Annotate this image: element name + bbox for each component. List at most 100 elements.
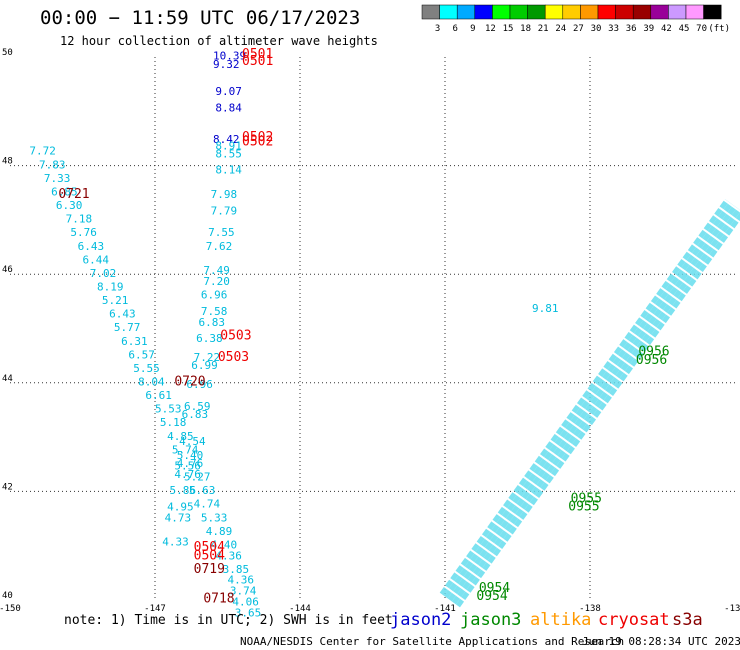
wave-height-label: 8.91 xyxy=(215,139,242,152)
colorbar-swatch xyxy=(474,4,493,20)
y-tick-label: 48 xyxy=(2,157,13,167)
wave-height-label: 5.27 xyxy=(184,471,211,484)
wave-height-label: 5.53 xyxy=(155,403,182,416)
colorbar-swatch xyxy=(509,4,528,20)
colorbar-swatch xyxy=(492,4,511,20)
time-label: 0501 xyxy=(242,54,273,69)
colorbar-swatch xyxy=(421,4,440,20)
time-label: 0504 xyxy=(194,548,225,563)
wave-height-label: 9.81 xyxy=(532,302,559,315)
wave-height-label: 4.95 xyxy=(167,500,194,513)
colorbar-swatch xyxy=(562,4,581,20)
colorbar-swatch xyxy=(632,4,652,20)
wave-height-label: 6.30 xyxy=(56,199,83,212)
chart-subtitle: 12 hour collection of altimeter wave hei… xyxy=(60,34,378,48)
wave-height-label: 7.79 xyxy=(211,204,238,217)
wave-height-label: 4.76 xyxy=(174,468,201,481)
wave-height-label: 5.21 xyxy=(102,294,129,307)
swath-track-line xyxy=(439,198,729,596)
wave-height-label: 4.73 xyxy=(165,511,192,524)
colorbar-tick: 3 xyxy=(435,24,440,34)
wave-height-label: 5.33 xyxy=(201,511,228,524)
wave-height-label: 6.43 xyxy=(109,308,136,321)
time-label: 0503 xyxy=(218,350,249,365)
wave-height-label: 6.44 xyxy=(83,253,110,266)
time-label: 0502 xyxy=(242,130,273,145)
footer-timestamp: Jun 19 08:28:34 UTC 2023 xyxy=(582,635,740,648)
wave-height-label: 7.22 xyxy=(194,351,221,364)
wave-height-label: 5.40 xyxy=(177,449,204,462)
time-label: 0718 xyxy=(203,592,234,607)
swath-track-line xyxy=(455,212,740,608)
colorbar-tick: 21 xyxy=(538,24,549,34)
wave-height-label: 10.39 xyxy=(213,50,246,63)
colorbar-swatch xyxy=(668,4,687,20)
x-tick-label: -150 xyxy=(0,604,21,614)
wave-height-label: 6.99 xyxy=(191,359,218,372)
wave-height-label: 4.85 xyxy=(167,430,194,443)
wave-height-label: 3.74 xyxy=(230,585,257,598)
time-label: 0956 xyxy=(636,353,667,368)
colorbar-tick: 70 xyxy=(696,24,707,34)
colorbar-tick: 18 xyxy=(520,24,531,34)
time-label: 0719 xyxy=(194,562,225,577)
satellite-legend-item: jason2 xyxy=(390,610,451,630)
wave-height-label: 8.55 xyxy=(215,147,242,160)
y-tick-label: 42 xyxy=(2,482,13,492)
time-label: 0954 xyxy=(476,589,507,604)
wave-height-label: 5.77 xyxy=(114,321,140,334)
wave-height-label: 6.85 xyxy=(51,185,77,198)
time-label: 0720 xyxy=(174,375,205,390)
colorbar-tick: 30 xyxy=(591,24,602,34)
time-label: 0955 xyxy=(568,499,599,514)
wave-height-label: 5.55 xyxy=(133,362,160,375)
wave-height-label: 3.65 xyxy=(235,606,262,619)
colorbar-tick: 45 xyxy=(679,24,690,34)
wave-height-label: 6.83 xyxy=(182,408,209,421)
time-label: 0504 xyxy=(194,540,225,555)
colorbar-tick: 6 xyxy=(452,24,457,34)
wave-height-label: 4.36 xyxy=(215,549,242,562)
wave-height-label: 3.85 xyxy=(223,563,250,576)
wave-height-label: 5.56 xyxy=(174,460,201,473)
time-label: 0956 xyxy=(638,345,669,360)
colorbar-tick: 9 xyxy=(470,24,475,34)
colorbar-swatch xyxy=(685,4,704,20)
wave-height-label: 8.14 xyxy=(215,164,242,177)
wave-height-label: 7.33 xyxy=(44,172,70,185)
colorbar-tick: 39 xyxy=(643,24,654,34)
wave-height-label: 6.61 xyxy=(145,389,172,402)
wave-height-label: 7.02 xyxy=(90,267,117,280)
wave-height-label: 7.83 xyxy=(39,158,66,171)
wave-height-label: 5.18 xyxy=(160,416,187,429)
time-label: 0503 xyxy=(220,328,251,343)
colorbar-swatch xyxy=(703,4,722,20)
wave-height-label: 4.40 xyxy=(211,538,238,551)
wave-height-label: 4.74 xyxy=(194,498,221,511)
time-label: 0954 xyxy=(479,581,510,596)
wave-height-label: 7.58 xyxy=(201,305,228,318)
wave-height-label: 6.96 xyxy=(201,289,228,302)
wave-height-label: 6.59 xyxy=(184,400,211,413)
colorbar-tick: 15 xyxy=(503,24,514,34)
y-tick-label: 44 xyxy=(2,374,13,384)
wave-height-label: 6.38 xyxy=(196,332,223,345)
wave-height-label: 9.32 xyxy=(213,58,240,71)
colorbar-swatch xyxy=(615,4,634,20)
wave-height-label: 7.98 xyxy=(211,188,238,201)
colorbar-swatch xyxy=(650,4,669,20)
wave-height-label: 7.49 xyxy=(203,264,230,277)
time-label: 0501 xyxy=(242,47,273,62)
wave-height-label: 8.19 xyxy=(97,280,124,293)
wave-height-label: 4.54 xyxy=(179,435,206,448)
wave-height-label: 7.18 xyxy=(66,213,93,226)
footer-credit: NOAA/NESDIS Center for Satellite Applica… xyxy=(240,635,624,648)
chart-title: 00:00 − 11:59 UTC 06/17/2023 xyxy=(40,7,360,29)
wave-height-label: 4.36 xyxy=(228,574,255,587)
wave-height-label: 8.42 xyxy=(213,133,240,146)
colorbar-tick: 24 xyxy=(555,24,566,34)
footer-note: note: 1) Time is in UTC; 2) SWH is in fe… xyxy=(64,613,393,628)
colorbar-swatch xyxy=(439,4,458,20)
x-tick-label: -138 xyxy=(579,604,601,614)
